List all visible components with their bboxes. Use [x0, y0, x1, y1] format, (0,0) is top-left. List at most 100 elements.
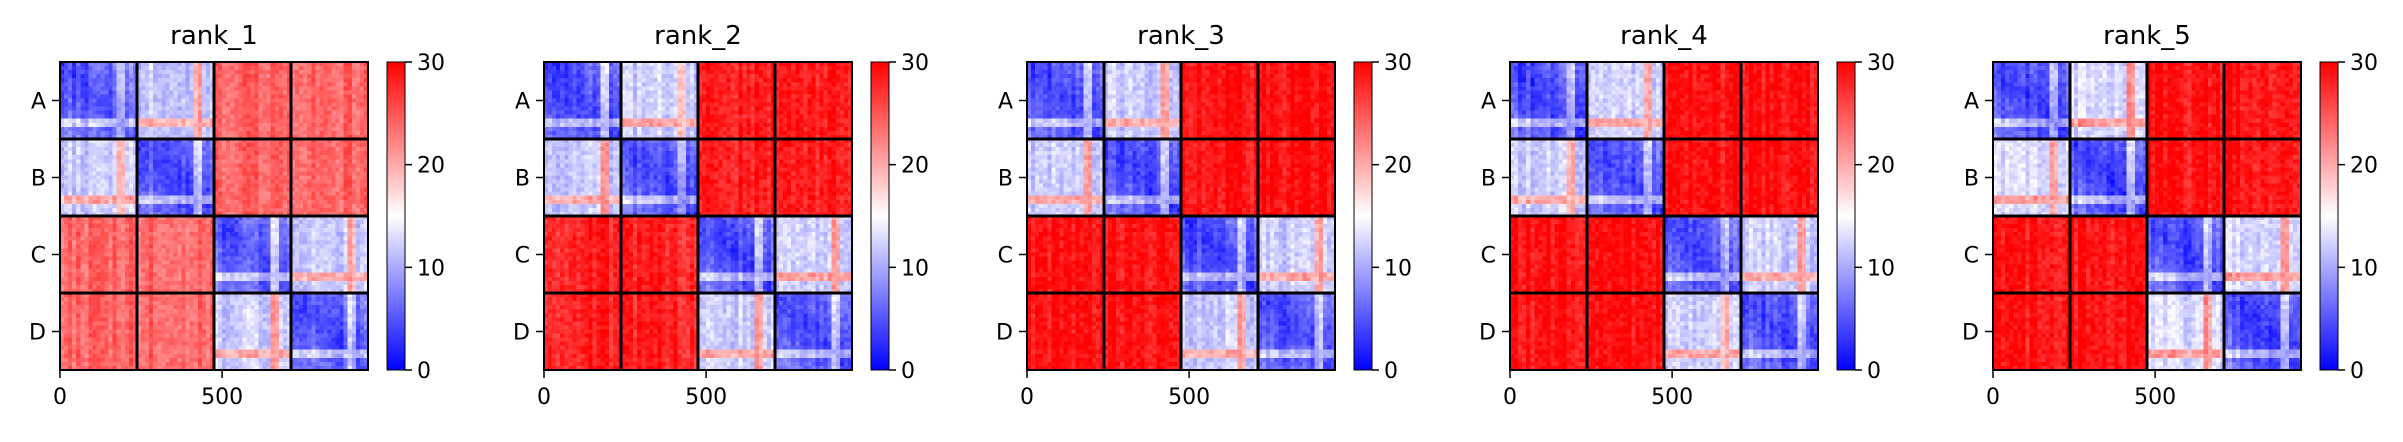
heatmap-cell — [315, 265, 320, 270]
heatmap-cell — [327, 192, 332, 197]
heatmap-cell — [157, 309, 162, 314]
heatmap-cell — [348, 273, 353, 278]
heatmap-cell — [311, 171, 316, 176]
heatmap-cell — [186, 313, 191, 318]
heatmap-cell — [307, 208, 312, 213]
heatmap-cell — [315, 309, 320, 314]
heatmap-cell — [238, 200, 243, 205]
heatmap-cell — [141, 94, 146, 99]
heatmap-cell — [117, 204, 122, 209]
heatmap-cell — [117, 208, 122, 213]
heatmap-cell — [105, 317, 110, 322]
heatmap-cell — [88, 224, 93, 229]
heatmap-cell — [279, 236, 284, 241]
heatmap-cell — [145, 305, 150, 310]
heatmap-cell — [113, 147, 118, 152]
heatmap-cell — [230, 103, 235, 108]
heatmap-cell — [327, 252, 332, 257]
heatmap-cell — [169, 313, 174, 318]
heatmap-cell — [206, 86, 211, 91]
heatmap-cell — [279, 66, 284, 71]
heatmap-cell — [68, 196, 73, 201]
heatmap-cell — [141, 159, 146, 164]
heatmap-cell — [250, 98, 255, 103]
heatmap-cell — [263, 321, 268, 326]
heatmap-cell — [198, 86, 203, 91]
heatmap-cell — [234, 131, 239, 136]
heatmap-cell — [323, 220, 328, 225]
heatmap-cell — [88, 184, 93, 189]
heatmap-cell — [230, 78, 235, 83]
heatmap-cell — [299, 301, 304, 306]
heatmap-cell — [186, 240, 191, 245]
heatmap-cell — [352, 244, 357, 249]
heatmap-cell — [242, 321, 247, 326]
heatmap-cell — [234, 309, 239, 314]
heatmap-cell — [279, 252, 284, 257]
heatmap-cell — [360, 175, 365, 180]
heatmap-cell — [234, 297, 239, 302]
heatmap-cell — [194, 107, 199, 112]
heatmap-cell — [129, 94, 134, 99]
heatmap-cell — [84, 163, 89, 168]
heatmap-cell — [348, 196, 353, 201]
heatmap-cell — [178, 305, 183, 310]
heatmap-cell — [259, 175, 264, 180]
heatmap-cell — [222, 143, 227, 148]
heatmap-cell — [64, 200, 69, 205]
heatmap-cell — [190, 119, 195, 124]
heatmap-cell — [101, 224, 106, 229]
heatmap-cell — [206, 180, 211, 185]
heatmap-cell — [153, 196, 158, 201]
heatmap-cell — [238, 180, 243, 185]
heatmap-cell — [72, 111, 77, 116]
heatmap-cell — [307, 313, 312, 318]
heatmap-cell — [129, 107, 134, 112]
heatmap-cell — [319, 159, 324, 164]
heatmap-cell — [360, 224, 365, 229]
heatmap-cell — [336, 107, 341, 112]
heatmap-cell — [161, 309, 166, 314]
heatmap-cell — [141, 236, 146, 241]
heatmap-cell — [332, 269, 337, 274]
heatmap-cell — [113, 90, 118, 95]
heatmap-cell — [173, 155, 178, 160]
heatmap-cell — [76, 66, 81, 71]
heatmap-cell — [117, 220, 122, 225]
heatmap-cell — [259, 119, 264, 124]
heatmap-cell — [323, 188, 328, 193]
heatmap-cell — [88, 163, 93, 168]
heatmap-cell — [206, 66, 211, 71]
heatmap-cell — [263, 70, 268, 75]
heatmap-cell — [299, 127, 304, 132]
heatmap-cell — [327, 111, 332, 116]
heatmap-cell — [145, 151, 150, 156]
heatmap-cell — [323, 180, 328, 185]
heatmap-cell — [307, 277, 312, 282]
heatmap-cell — [141, 220, 146, 225]
heatmap-cell — [92, 159, 97, 164]
heatmap-cell — [157, 220, 162, 225]
heatmap-cell — [222, 240, 227, 245]
heatmap-cell — [109, 273, 114, 278]
heatmap-cell — [360, 305, 365, 310]
heatmap-cell — [319, 269, 324, 274]
heatmap-cell — [348, 232, 353, 237]
heatmap-cell — [307, 103, 312, 108]
heatmap-cell — [129, 309, 134, 314]
heatmap-cell — [307, 82, 312, 87]
heatmap-cell — [295, 224, 300, 229]
heatmap-cell — [255, 236, 260, 241]
heatmap-cell — [101, 180, 106, 185]
heatmap-cell — [267, 301, 272, 306]
heatmap-cell — [121, 74, 126, 79]
heatmap-cell — [165, 103, 170, 108]
heatmap-cell — [315, 78, 320, 83]
heatmap-cell — [117, 90, 122, 95]
heatmap-cell — [149, 115, 154, 120]
heatmap-cell — [141, 167, 146, 172]
heatmap-cell — [303, 103, 308, 108]
heatmap-cell — [141, 321, 146, 326]
heatmap-cell — [190, 200, 195, 205]
heatmap-cell — [255, 184, 260, 189]
